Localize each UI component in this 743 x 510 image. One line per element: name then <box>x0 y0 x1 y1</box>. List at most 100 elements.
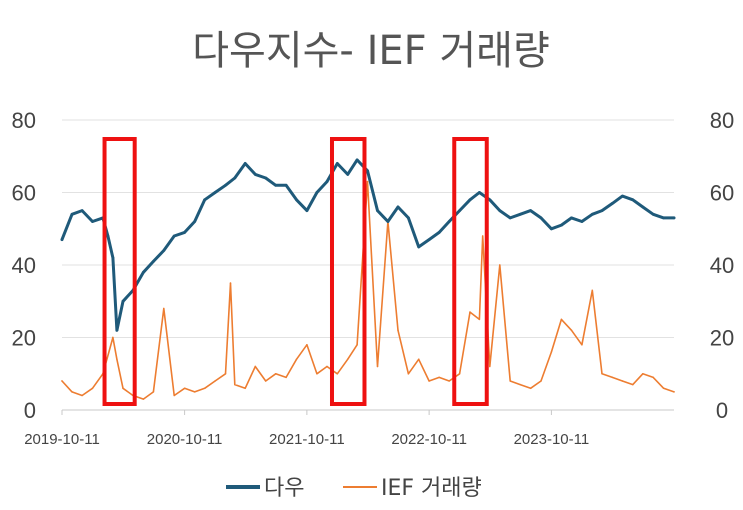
dow-point <box>203 198 207 202</box>
y-right-tick-label: 60 <box>710 181 734 206</box>
dow-point <box>529 209 532 212</box>
ief-volume-point <box>285 376 287 379</box>
dow-point <box>518 212 522 216</box>
dow-point <box>651 212 655 216</box>
ief-volume-point <box>570 329 573 331</box>
ief-volume-point <box>601 373 603 375</box>
ief-volume-point <box>163 307 165 310</box>
dow-point <box>264 176 268 180</box>
dow-point <box>355 158 359 162</box>
ief-volume-point <box>61 380 63 382</box>
dow-point <box>80 209 84 212</box>
dow-point <box>193 220 197 223</box>
dow-point <box>376 209 379 212</box>
dow-point <box>335 162 339 165</box>
ief-volume-point <box>673 391 675 393</box>
ief-volume-point <box>142 398 145 400</box>
ief-volume-point <box>81 394 83 397</box>
dow-point <box>284 183 288 187</box>
dow-point <box>672 216 676 220</box>
dow-point <box>325 180 329 183</box>
highlight-box <box>102 137 137 406</box>
ief-volume-point <box>116 358 118 360</box>
ief-volume-point <box>203 387 206 389</box>
ief-volume-point <box>91 387 94 389</box>
y-right-tick-label: 20 <box>710 326 734 351</box>
dow-point <box>305 209 309 212</box>
dow-point <box>162 249 166 252</box>
y-axis-right: 80 60 40 20 0 <box>710 108 734 423</box>
dow-point <box>580 220 584 223</box>
ief-volume-point <box>621 380 624 382</box>
dow-point <box>611 202 614 205</box>
dow-point <box>427 238 431 241</box>
x-axis: 2019-10-11 2020-10-11 2021-10-11 2022-10-11… <box>24 410 589 448</box>
series-ief-volume <box>61 180 675 400</box>
ief-volume-point <box>347 358 349 360</box>
dow-point <box>631 198 635 202</box>
ief-volume-point <box>316 373 318 375</box>
ief-volume-point <box>229 282 232 284</box>
ief-volume-point <box>428 380 430 382</box>
ief-volume-point <box>529 387 532 389</box>
ief-volume-point <box>224 373 227 375</box>
ief-volume-point <box>173 394 175 397</box>
gridlines <box>62 119 674 411</box>
ief-volume-point <box>560 318 563 321</box>
dow-point <box>172 234 176 238</box>
dow-point <box>621 194 624 198</box>
x-tick-label: 2019-10-11 <box>24 431 100 448</box>
dow-point <box>488 198 492 202</box>
dow-point <box>498 209 502 212</box>
ief-volume-point <box>112 336 114 339</box>
y-right-tick-label: 0 <box>716 398 728 423</box>
x-tick-label: 2020-10-11 <box>147 431 223 448</box>
dow-point <box>152 260 155 263</box>
legend-ief-label: IEF 거래량 <box>381 476 482 501</box>
ief-volume-point <box>264 380 267 382</box>
ief-volume-point <box>482 235 484 237</box>
dow-point <box>224 183 227 187</box>
dow-point <box>590 212 594 216</box>
dow-point <box>111 256 115 260</box>
ief-volume-point <box>581 344 583 346</box>
x-tick-label: 2022-10-11 <box>391 431 467 448</box>
ief-volume-point <box>652 376 654 379</box>
dow-point <box>662 216 665 220</box>
ief-volume-point <box>254 365 257 368</box>
ief-volume-point <box>632 383 634 386</box>
ief-volume-point <box>397 329 399 331</box>
ief-volume-point <box>407 373 410 375</box>
ief-volume-point <box>540 380 542 382</box>
dow-point <box>407 216 410 220</box>
dow-point <box>478 191 481 194</box>
ief-volume-point <box>295 358 298 360</box>
ief-volume-point <box>193 391 196 393</box>
y-right-tick-label: 40 <box>710 253 734 278</box>
ief-volume-point <box>550 351 553 353</box>
y-left-tick-label: 0 <box>24 398 36 423</box>
ief-volume-point <box>418 358 420 360</box>
y-right-tick-label: 80 <box>710 108 734 133</box>
ief-volume-point <box>122 387 124 389</box>
legend: 다우 IEF 거래량 <box>226 476 482 501</box>
ief-volume-point <box>662 387 665 389</box>
dow-point <box>417 245 421 249</box>
y-left-tick-label: 40 <box>12 253 36 278</box>
dow-point <box>468 198 472 202</box>
dow-point <box>121 299 125 303</box>
dow-point <box>315 191 319 194</box>
ief-volume-point <box>611 376 614 379</box>
dow-point <box>183 231 186 234</box>
highlight-box <box>329 137 367 406</box>
ief-volume-line <box>61 180 675 400</box>
dow-point <box>600 209 604 212</box>
dow-point <box>550 227 553 231</box>
y-left-tick-label: 60 <box>12 181 36 206</box>
ief-volume-point <box>244 387 246 389</box>
dow-point <box>458 209 461 212</box>
highlight-box <box>452 137 489 406</box>
dow-point <box>70 212 74 216</box>
ief-volume-point <box>499 264 501 266</box>
